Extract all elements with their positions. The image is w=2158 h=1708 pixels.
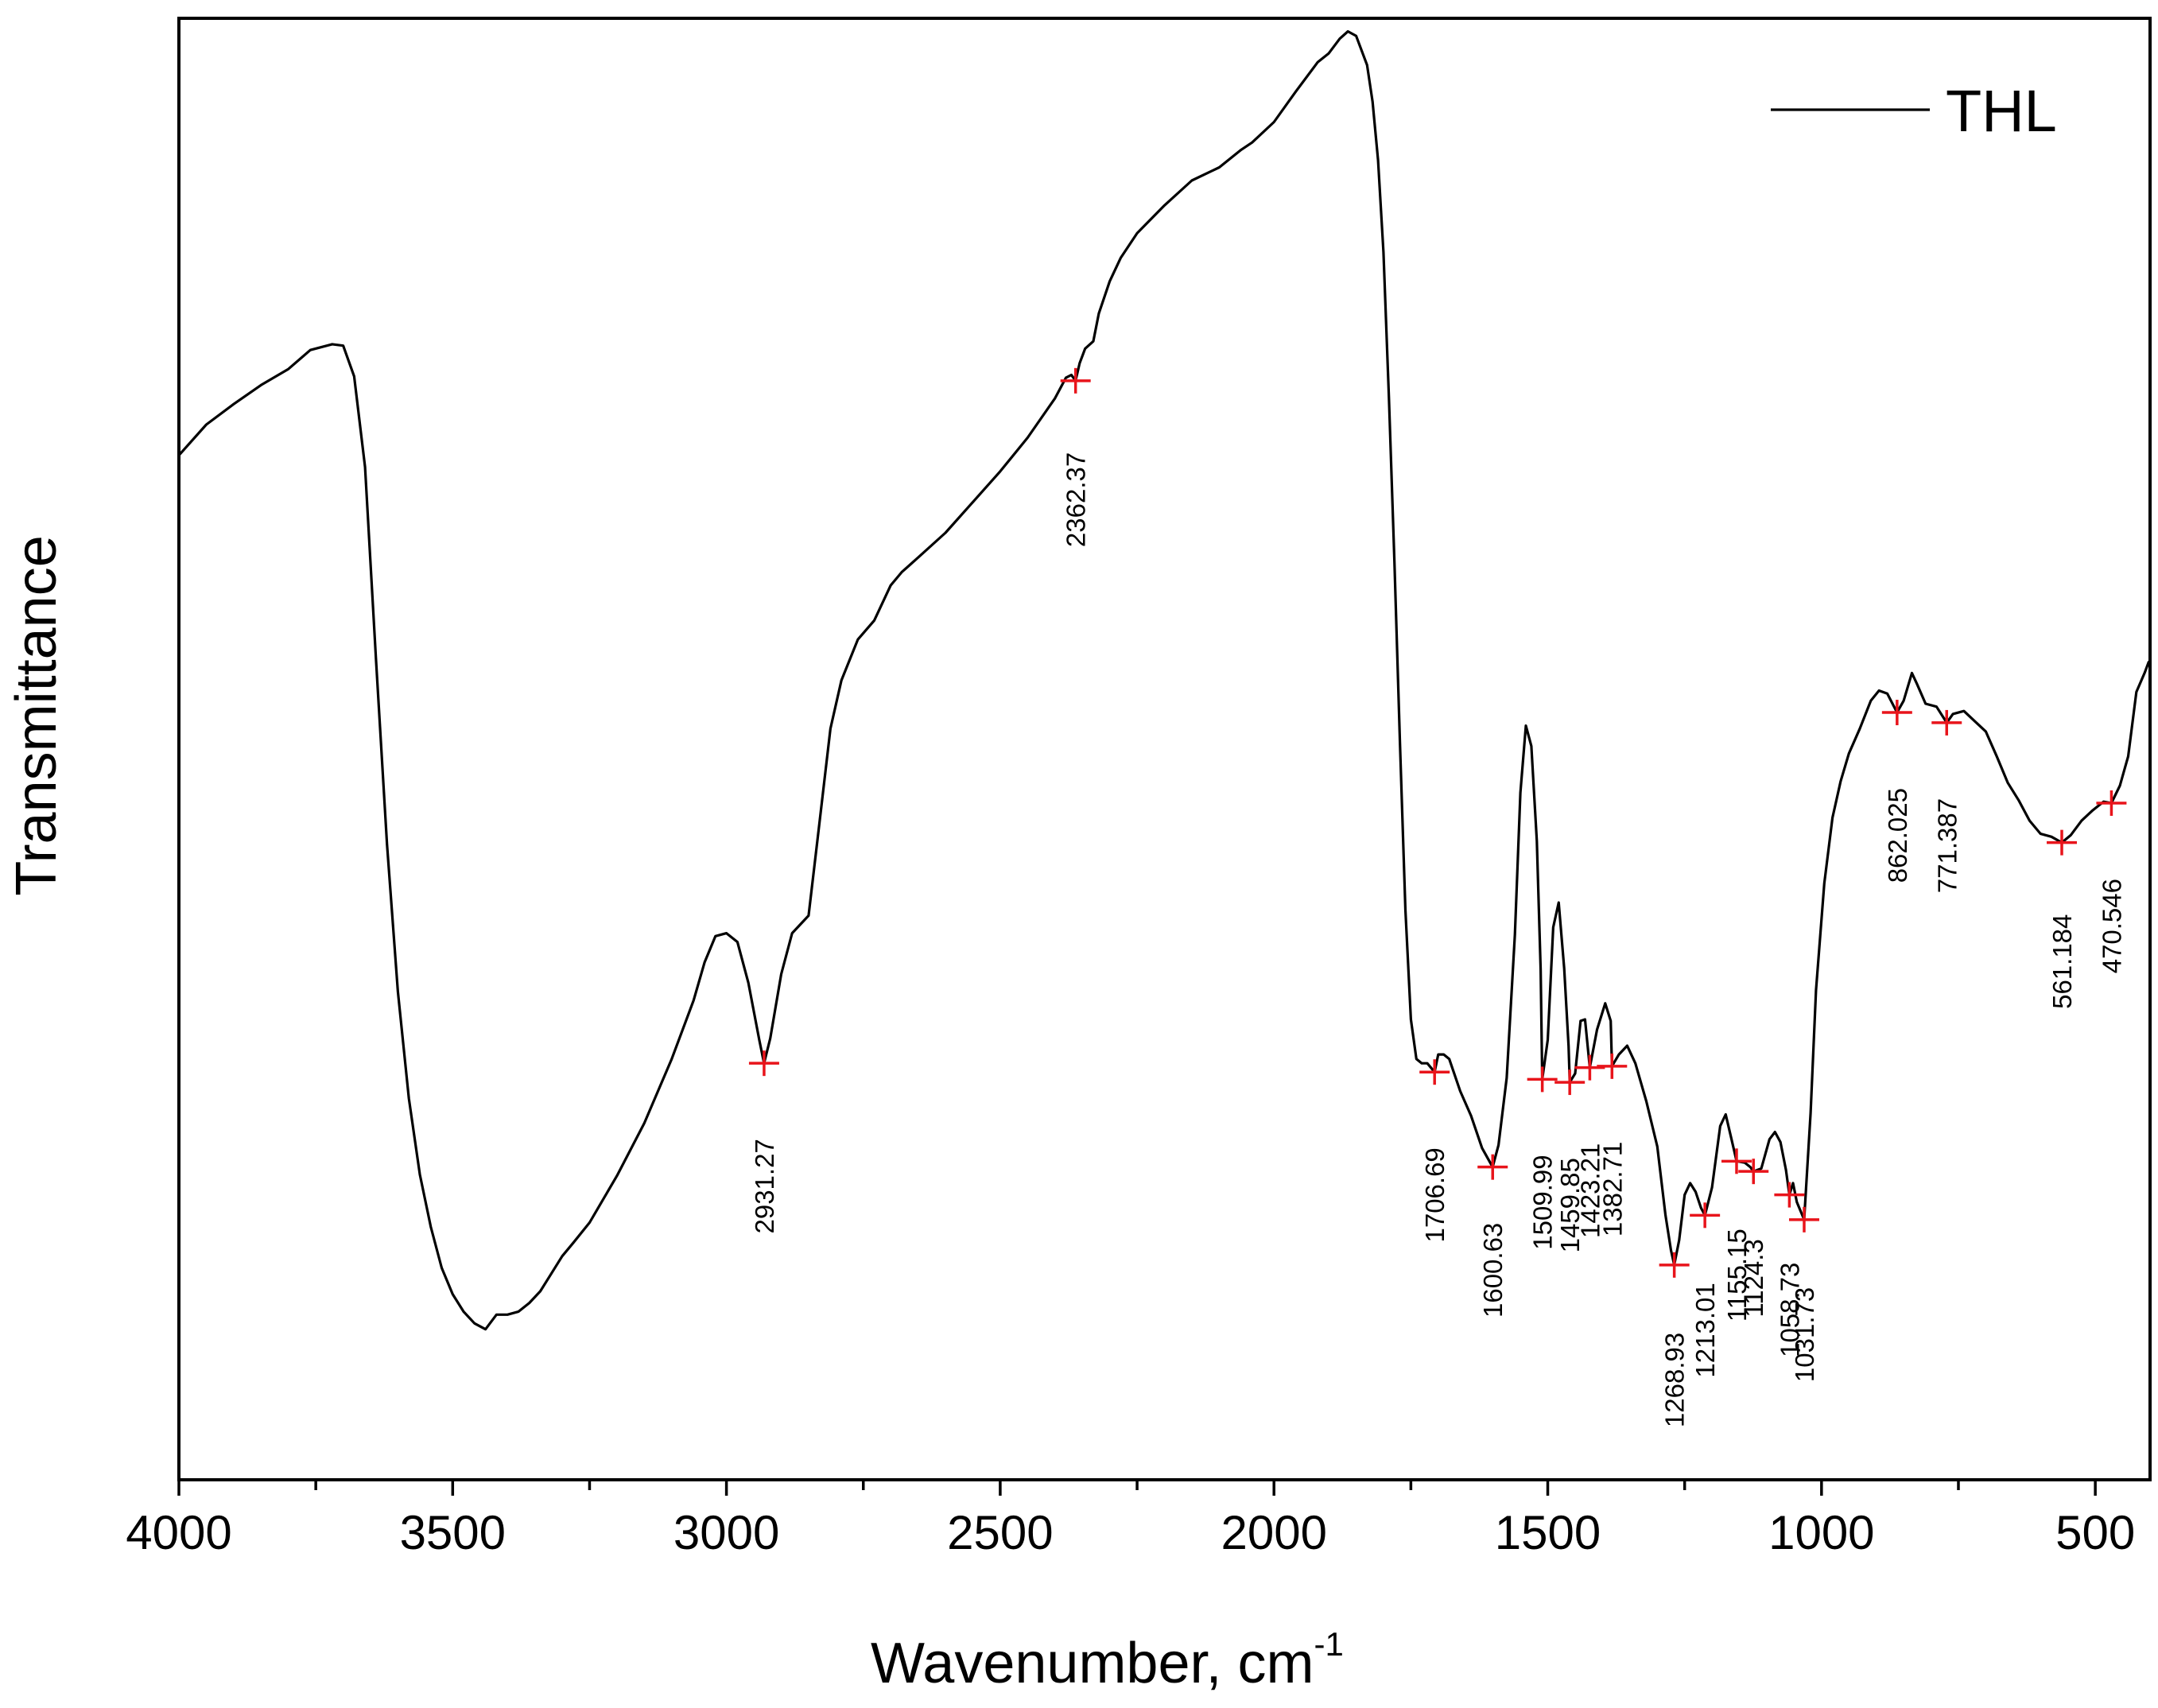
peak-label: 1124.3 — [1739, 1239, 1768, 1317]
peak-marker — [1477, 1154, 1508, 1180]
peak-label: 1706.69 — [1420, 1147, 1450, 1242]
x-axis-title: Wavenumber, cm-1 — [871, 1625, 1344, 1695]
x-tick-label: 3000 — [673, 1506, 779, 1559]
x-tick-label: 3500 — [400, 1506, 506, 1559]
x-tick-label: 2500 — [947, 1506, 1053, 1559]
x-tick-label: 2000 — [1221, 1506, 1326, 1559]
peak-label: 1600.63 — [1478, 1223, 1508, 1318]
peak-labels: 2931.27 2362.37 1706.69 1600.63 1509.991459.… — [750, 452, 2126, 1427]
peak-marker — [1597, 1053, 1628, 1079]
peak-label: 1509.99 — [1528, 1155, 1558, 1249]
peak-label: 1213.01 — [1690, 1283, 1720, 1377]
peak-label: 1423.21 — [1575, 1143, 1605, 1238]
peak-label: 1459.85 — [1555, 1158, 1585, 1252]
peak-label: 771.387 — [1932, 798, 1962, 893]
x-tick-label: 1000 — [1768, 1506, 1874, 1559]
peak-marker — [1419, 1059, 1450, 1085]
peak-marker — [1574, 1054, 1605, 1081]
peak-marker — [1931, 709, 1962, 736]
peak-marker — [1738, 1159, 1769, 1185]
peak-marker — [1554, 1069, 1586, 1096]
x-tick-label: 500 — [2055, 1506, 2135, 1559]
peak-marker — [1690, 1202, 1721, 1229]
legend-label-thl: THL — [1946, 78, 2057, 144]
x-tick-label: 4000 — [126, 1506, 231, 1559]
peak-label: 1155.15 — [1722, 1229, 1752, 1322]
series-line-thl — [177, 29, 2151, 1331]
peak-label: 2362.37 — [1062, 452, 1091, 547]
peak-marker — [748, 1050, 779, 1077]
peak-label: 1058.73 — [1775, 1263, 1804, 1357]
legend: THL — [1771, 78, 2057, 144]
peak-marker — [1527, 1066, 1558, 1093]
y-axis-title: Transmittance — [5, 535, 68, 895]
x-axis-title-text: Wavenumber, cm — [871, 1632, 1314, 1695]
peak-marker — [1788, 1206, 1819, 1232]
peak-marker — [1774, 1182, 1805, 1208]
peak-label: 1031.73 — [1790, 1287, 1819, 1382]
x-tick-label: 1500 — [1495, 1506, 1601, 1559]
peak-label: 1268.93 — [1660, 1333, 1690, 1427]
x-axis-ticks: 4000 3500 3000 2500 2000 1500 1000 500 — [126, 1480, 2135, 1559]
peak-label: 2931.27 — [750, 1139, 779, 1233]
x-axis-title-superscript: -1 — [1314, 1625, 1344, 1663]
peak-label: 470.546 — [2097, 879, 2126, 973]
peak-label: 862.025 — [1883, 788, 1912, 883]
peak-label: 1382.71 — [1597, 1142, 1627, 1236]
peak-marker — [1659, 1252, 1690, 1278]
peak-label: 561.184 — [2047, 914, 2077, 1009]
peak-marker — [2096, 790, 2127, 817]
peak-marker — [1881, 700, 1912, 726]
plot-frame — [177, 17, 2152, 1481]
peak-marker — [1721, 1148, 1752, 1174]
peak-marker — [1060, 367, 1091, 394]
peak-marker — [2047, 829, 2078, 856]
peak-markers — [748, 367, 2127, 1278]
